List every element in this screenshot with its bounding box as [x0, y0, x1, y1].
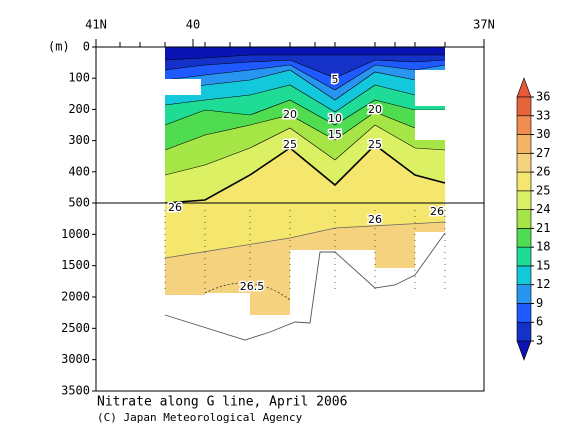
contour-line: [204, 282, 291, 301]
colorbar-label: 26: [536, 165, 550, 179]
colorbar-label: 27: [536, 146, 550, 160]
x-tick-label: 41N: [85, 18, 107, 32]
y-tick-label: 2000: [61, 290, 90, 304]
contour-line: [164, 143, 446, 204]
x-tick-label: 40: [186, 18, 200, 32]
contour-label: 10: [328, 112, 342, 125]
plot-area: [96, 47, 484, 341]
colorbar-label: 21: [536, 221, 550, 235]
colorbar-label: 30: [536, 127, 550, 141]
colorbar-label: 9: [536, 296, 543, 310]
y-axis-label: (m): [48, 40, 70, 54]
seafloor: [164, 232, 446, 341]
contour-label: 5: [332, 73, 339, 86]
contour-label: 15: [328, 128, 342, 141]
y-tick-label: 200: [68, 102, 90, 116]
y-tick-label: 1500: [61, 258, 90, 272]
credit: (C) Japan Meteorological Agency: [97, 411, 303, 424]
colorbar-bin: [516, 246, 532, 267]
colorbar-bin: [516, 96, 532, 117]
y-tick-label: 0: [83, 40, 90, 54]
colorbar-label: 25: [536, 183, 550, 197]
colorbar-bin: [516, 284, 532, 304]
mask: [415, 110, 445, 140]
colorbar-bin: [516, 321, 532, 342]
mask: [165, 79, 201, 95]
colorbar-bin: [516, 265, 532, 285]
y-tick-label: 100: [68, 71, 90, 85]
mask: [415, 70, 445, 106]
colorbar-bin: [516, 115, 532, 135]
contour-line: [164, 124, 446, 176]
chart-title: Nitrate along G line, April 2006: [97, 395, 347, 410]
colorbar-label: 24: [536, 202, 550, 216]
contour-fill: [165, 145, 445, 203]
colorbar-bin: [516, 209, 532, 229]
y-tick-label: 500: [68, 196, 90, 210]
contour-label: 20: [368, 103, 382, 116]
contour-label: 26: [168, 201, 182, 214]
colorbar-bin: [516, 153, 532, 173]
contour-line: [164, 64, 446, 91]
contour-line: [164, 221, 446, 259]
colorbar-label: 18: [536, 240, 550, 254]
y-tick-label: 2500: [61, 321, 90, 335]
contour-line: [164, 111, 445, 151]
contour-line: [164, 99, 445, 126]
colorbar-label: 12: [536, 277, 550, 291]
contour-label: 25: [368, 138, 382, 151]
y-tick-label: 1000: [61, 227, 90, 241]
colorbar-bin: [516, 228, 532, 248]
contour-line: [164, 69, 446, 101]
contour-label: 26: [430, 205, 444, 218]
contour-line: [164, 54, 445, 61]
y-tick-label: 300: [68, 133, 90, 147]
colorbar-bin: [516, 190, 532, 210]
x-tick-label: 37N: [473, 18, 495, 32]
y-tick-label: 3000: [61, 352, 90, 366]
colorbar-label: 3: [536, 334, 543, 348]
contour-label: 25: [283, 138, 297, 151]
colorbar-label: 33: [536, 108, 550, 122]
y-tick-label: 3500: [61, 384, 90, 398]
contour-label: 26: [368, 213, 382, 226]
colorbar-bin: [516, 134, 532, 154]
colorbar-bin: [516, 171, 532, 192]
colorbar-bin: [516, 303, 532, 323]
colorbar-label: 6: [536, 315, 543, 329]
contour-label: 20: [283, 108, 297, 121]
colorbar-label: 15: [536, 258, 550, 272]
contour-line: [164, 59, 446, 79]
contour-line: [164, 84, 446, 113]
contour-label: 26.5: [240, 280, 265, 293]
y-tick-label: 400: [68, 164, 90, 178]
colorbar-label: 36: [536, 90, 550, 104]
